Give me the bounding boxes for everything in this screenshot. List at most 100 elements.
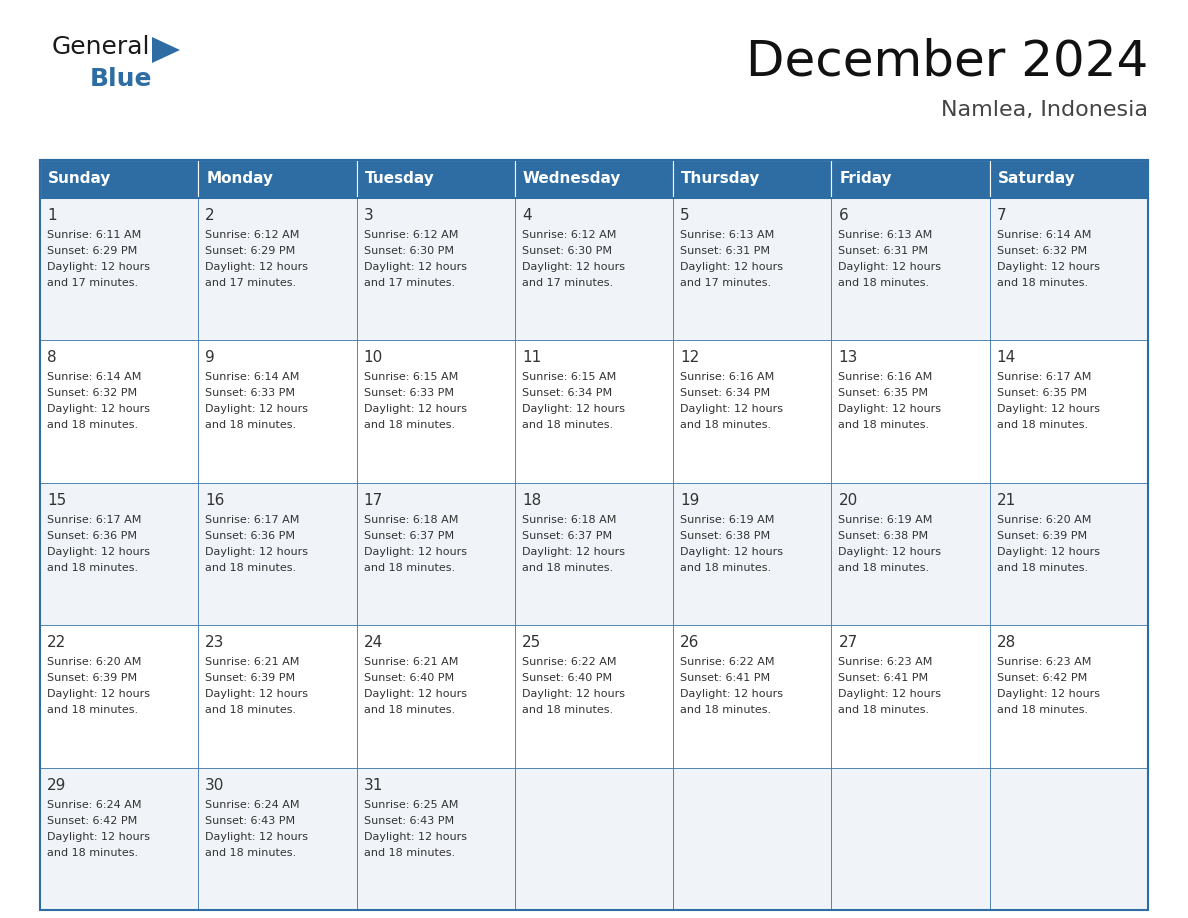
Text: Sunrise: 6:22 AM: Sunrise: 6:22 AM bbox=[681, 657, 775, 667]
Text: Sunset: 6:30 PM: Sunset: 6:30 PM bbox=[522, 246, 612, 256]
Bar bbox=[514, 160, 674, 198]
Text: Sunrise: 6:15 AM: Sunrise: 6:15 AM bbox=[522, 373, 617, 383]
Bar bbox=[832, 198, 990, 341]
Text: Sunset: 6:39 PM: Sunset: 6:39 PM bbox=[997, 531, 1087, 541]
Bar bbox=[198, 483, 356, 625]
Text: Daylight: 12 hours: Daylight: 12 hours bbox=[206, 262, 308, 272]
Text: 13: 13 bbox=[839, 351, 858, 365]
Text: Sunset: 6:33 PM: Sunset: 6:33 PM bbox=[206, 388, 296, 398]
Text: Tuesday: Tuesday bbox=[365, 172, 435, 186]
Text: 26: 26 bbox=[681, 635, 700, 650]
Text: Sunrise: 6:17 AM: Sunrise: 6:17 AM bbox=[206, 515, 299, 525]
Text: 25: 25 bbox=[522, 635, 541, 650]
Bar bbox=[514, 767, 674, 910]
Text: and 18 minutes.: and 18 minutes. bbox=[206, 847, 297, 857]
Bar bbox=[356, 198, 514, 341]
Bar bbox=[40, 483, 198, 625]
Text: 6: 6 bbox=[839, 208, 848, 223]
Text: Daylight: 12 hours: Daylight: 12 hours bbox=[997, 547, 1100, 557]
Text: Daylight: 12 hours: Daylight: 12 hours bbox=[522, 405, 625, 414]
Text: and 18 minutes.: and 18 minutes. bbox=[364, 563, 455, 573]
Text: Sunset: 6:42 PM: Sunset: 6:42 PM bbox=[997, 673, 1087, 683]
Text: Daylight: 12 hours: Daylight: 12 hours bbox=[522, 262, 625, 272]
Text: Daylight: 12 hours: Daylight: 12 hours bbox=[364, 547, 467, 557]
Text: Sunrise: 6:23 AM: Sunrise: 6:23 AM bbox=[839, 657, 933, 667]
Text: 28: 28 bbox=[997, 635, 1016, 650]
Text: and 18 minutes.: and 18 minutes. bbox=[681, 705, 771, 715]
Text: Sunrise: 6:19 AM: Sunrise: 6:19 AM bbox=[839, 515, 933, 525]
Text: Sunrise: 6:11 AM: Sunrise: 6:11 AM bbox=[48, 230, 141, 240]
Bar bbox=[832, 625, 990, 767]
Text: Saturday: Saturday bbox=[998, 172, 1075, 186]
Text: Daylight: 12 hours: Daylight: 12 hours bbox=[206, 689, 308, 700]
Bar bbox=[990, 483, 1148, 625]
Text: 4: 4 bbox=[522, 208, 531, 223]
Bar bbox=[832, 483, 990, 625]
Text: Sunset: 6:32 PM: Sunset: 6:32 PM bbox=[48, 388, 137, 398]
Text: and 18 minutes.: and 18 minutes. bbox=[681, 563, 771, 573]
Bar bbox=[674, 483, 832, 625]
Text: Sunset: 6:34 PM: Sunset: 6:34 PM bbox=[522, 388, 612, 398]
Text: and 17 minutes.: and 17 minutes. bbox=[522, 278, 613, 288]
Bar bbox=[40, 160, 1148, 910]
Bar bbox=[40, 198, 198, 341]
Text: Daylight: 12 hours: Daylight: 12 hours bbox=[839, 262, 941, 272]
Text: Sunset: 6:32 PM: Sunset: 6:32 PM bbox=[997, 246, 1087, 256]
Bar bbox=[674, 160, 832, 198]
Text: Sunrise: 6:13 AM: Sunrise: 6:13 AM bbox=[681, 230, 775, 240]
Text: 15: 15 bbox=[48, 493, 67, 508]
Bar bbox=[990, 160, 1148, 198]
Bar bbox=[198, 160, 356, 198]
Text: 14: 14 bbox=[997, 351, 1016, 365]
Text: Sunrise: 6:17 AM: Sunrise: 6:17 AM bbox=[48, 515, 141, 525]
Text: Sunrise: 6:25 AM: Sunrise: 6:25 AM bbox=[364, 800, 457, 810]
Text: Daylight: 12 hours: Daylight: 12 hours bbox=[364, 405, 467, 414]
Text: Sunset: 6:31 PM: Sunset: 6:31 PM bbox=[681, 246, 770, 256]
Text: Sunset: 6:36 PM: Sunset: 6:36 PM bbox=[48, 531, 137, 541]
Text: and 18 minutes.: and 18 minutes. bbox=[48, 705, 138, 715]
Text: Sunrise: 6:12 AM: Sunrise: 6:12 AM bbox=[206, 230, 299, 240]
Text: Sunrise: 6:14 AM: Sunrise: 6:14 AM bbox=[997, 230, 1091, 240]
Text: Sunset: 6:40 PM: Sunset: 6:40 PM bbox=[364, 673, 454, 683]
Text: Daylight: 12 hours: Daylight: 12 hours bbox=[839, 547, 941, 557]
Text: 27: 27 bbox=[839, 635, 858, 650]
Text: 23: 23 bbox=[206, 635, 225, 650]
Bar bbox=[198, 767, 356, 910]
Text: Daylight: 12 hours: Daylight: 12 hours bbox=[522, 689, 625, 700]
Text: Daylight: 12 hours: Daylight: 12 hours bbox=[681, 689, 783, 700]
Text: Daylight: 12 hours: Daylight: 12 hours bbox=[364, 262, 467, 272]
Bar bbox=[832, 767, 990, 910]
Text: Daylight: 12 hours: Daylight: 12 hours bbox=[839, 405, 941, 414]
Text: Sunrise: 6:21 AM: Sunrise: 6:21 AM bbox=[364, 657, 457, 667]
Text: Daylight: 12 hours: Daylight: 12 hours bbox=[48, 262, 150, 272]
Text: 22: 22 bbox=[48, 635, 67, 650]
Bar bbox=[198, 341, 356, 483]
Text: and 18 minutes.: and 18 minutes. bbox=[206, 705, 297, 715]
Bar bbox=[356, 160, 514, 198]
Text: Sunrise: 6:12 AM: Sunrise: 6:12 AM bbox=[364, 230, 457, 240]
Bar bbox=[40, 160, 1148, 198]
Text: Monday: Monday bbox=[207, 172, 273, 186]
Bar bbox=[356, 341, 514, 483]
Text: Daylight: 12 hours: Daylight: 12 hours bbox=[997, 262, 1100, 272]
Bar bbox=[674, 198, 832, 341]
Text: Sunset: 6:37 PM: Sunset: 6:37 PM bbox=[522, 531, 612, 541]
Text: December 2024: December 2024 bbox=[746, 38, 1148, 86]
Polygon shape bbox=[152, 37, 181, 63]
Bar bbox=[198, 198, 356, 341]
Text: Blue: Blue bbox=[90, 67, 152, 91]
Text: 10: 10 bbox=[364, 351, 383, 365]
Bar bbox=[674, 625, 832, 767]
Text: Thursday: Thursday bbox=[681, 172, 760, 186]
Text: 16: 16 bbox=[206, 493, 225, 508]
Text: Sunset: 6:38 PM: Sunset: 6:38 PM bbox=[681, 531, 770, 541]
Bar bbox=[514, 625, 674, 767]
Text: Sunrise: 6:13 AM: Sunrise: 6:13 AM bbox=[839, 230, 933, 240]
Text: and 18 minutes.: and 18 minutes. bbox=[839, 420, 929, 431]
Text: Sunset: 6:41 PM: Sunset: 6:41 PM bbox=[681, 673, 770, 683]
Text: and 18 minutes.: and 18 minutes. bbox=[997, 420, 1088, 431]
Bar bbox=[990, 767, 1148, 910]
Text: and 18 minutes.: and 18 minutes. bbox=[839, 563, 929, 573]
Text: Daylight: 12 hours: Daylight: 12 hours bbox=[681, 262, 783, 272]
Text: 12: 12 bbox=[681, 351, 700, 365]
